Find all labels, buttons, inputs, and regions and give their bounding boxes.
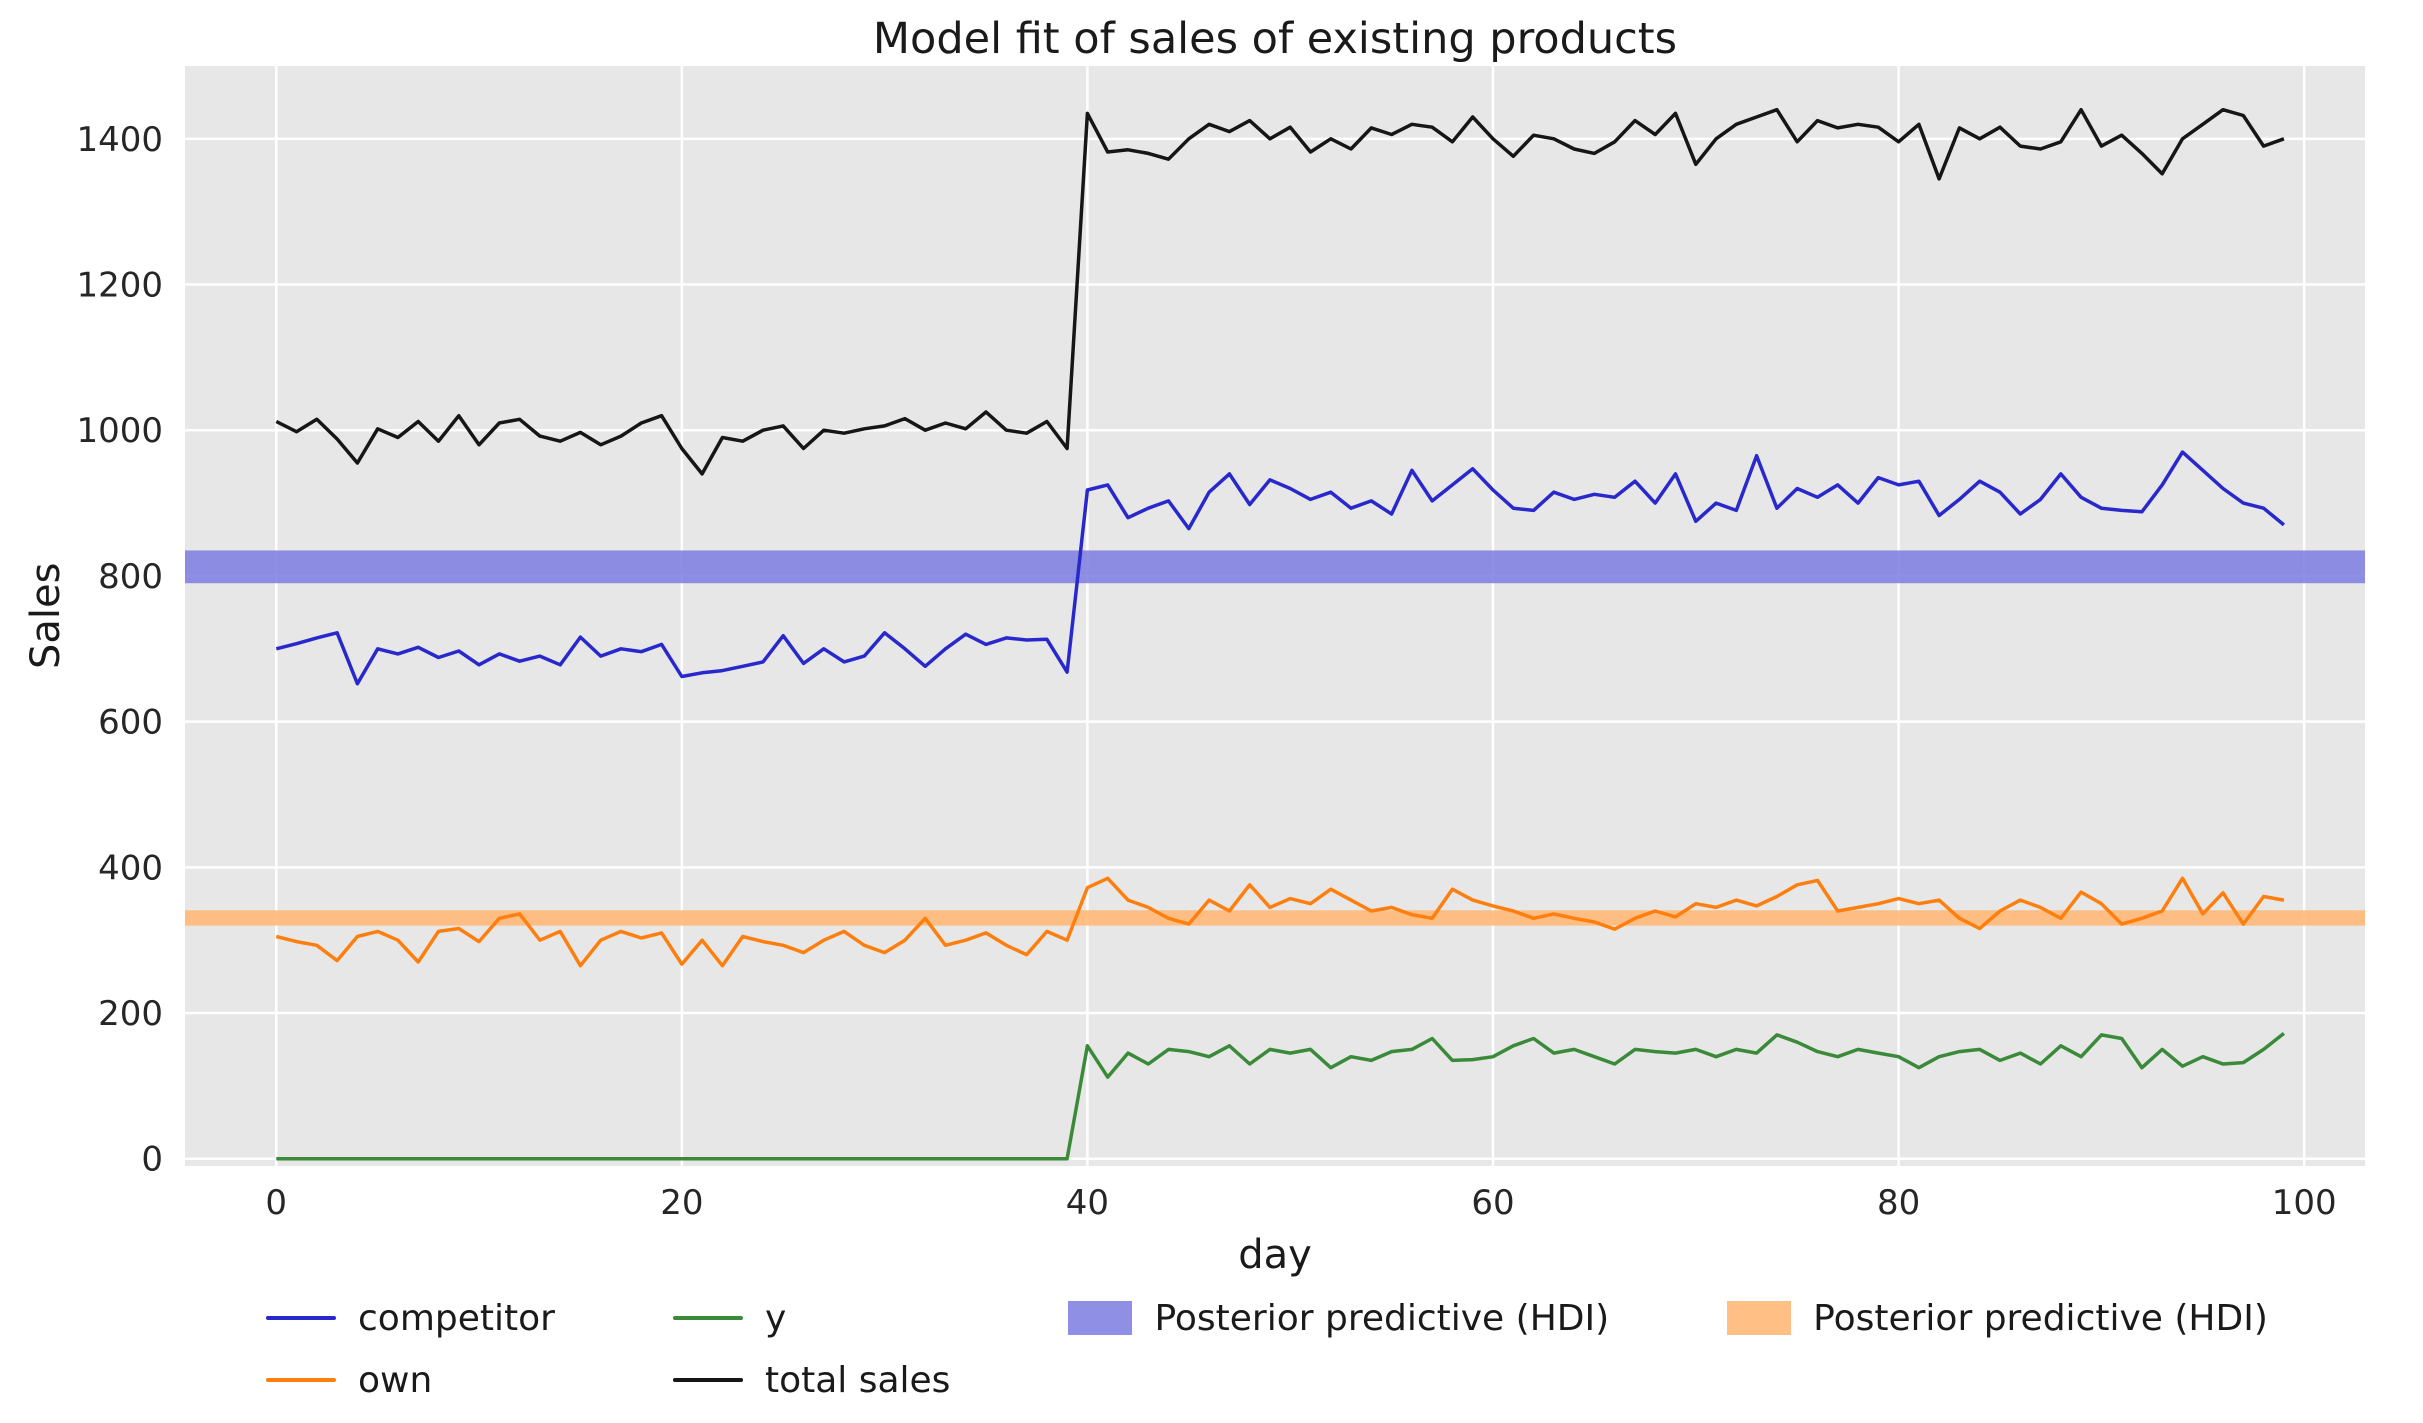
y-tick-label: 600 bbox=[98, 703, 163, 743]
plot-background bbox=[185, 66, 2365, 1166]
legend-item-competitor: competitor bbox=[266, 1295, 555, 1341]
legend-column: competitor own bbox=[266, 1295, 555, 1403]
x-tick-label: 100 bbox=[2272, 1183, 2337, 1223]
series-line-competitor bbox=[275, 450, 2286, 686]
legend-item-y: y bbox=[672, 1295, 950, 1341]
chart-title: Model fit of sales of existing products bbox=[872, 14, 1678, 64]
x-axis-label: day bbox=[1238, 1232, 1312, 1278]
x-tick-label: 0 bbox=[265, 1183, 287, 1223]
legend-item-posterior-predictive-hdi: Posterior predictive (HDI) bbox=[1727, 1295, 2268, 1341]
hdi-band-0 bbox=[185, 550, 2365, 584]
y-tick-label: 1400 bbox=[76, 120, 163, 160]
legend-column: Posterior predictive (HDI) bbox=[1727, 1295, 2268, 1341]
y-tick-labels: 0 200 400 600 800 1000 1200 1400 bbox=[76, 120, 163, 1180]
legend-column: Posterior predictive (HDI) bbox=[1068, 1295, 1609, 1341]
legend-label: Posterior predictive (HDI) bbox=[1813, 1297, 2268, 1339]
x-tick-label: 40 bbox=[1066, 1183, 1109, 1223]
legend-item-posterior-predictive-hdi: Posterior predictive (HDI) bbox=[1068, 1295, 1609, 1341]
legend-patch-swatch bbox=[1727, 1301, 1792, 1335]
series-line-own bbox=[275, 876, 2285, 968]
legend-label: Posterior predictive (HDI) bbox=[1154, 1297, 1610, 1339]
hdi-band-1 bbox=[185, 910, 2365, 926]
legend-label: own bbox=[358, 1359, 433, 1401]
series-line-y bbox=[276, 1032, 2285, 1161]
legend-item-total-sales: total sales bbox=[672, 1357, 951, 1403]
legend-line-swatch bbox=[672, 1378, 743, 1382]
x-tick-label: 80 bbox=[1877, 1183, 1920, 1223]
legend-label: total sales bbox=[764, 1359, 951, 1401]
y-tick-label: 1200 bbox=[76, 266, 163, 306]
legend-line-swatch bbox=[266, 1378, 336, 1382]
legend-label: competitor bbox=[358, 1297, 555, 1339]
legend-line-swatch bbox=[672, 1316, 743, 1320]
legend-patch-swatch bbox=[1068, 1301, 1133, 1335]
legend-column: y total sales bbox=[672, 1295, 951, 1403]
legend-item-own: own bbox=[266, 1357, 555, 1403]
legend: competitor own y total sales Posterior predi… bbox=[266, 1295, 2268, 1403]
y-axis-label: Sales bbox=[23, 562, 69, 670]
legend-label: y bbox=[764, 1297, 787, 1339]
y-tick-label: 200 bbox=[98, 994, 163, 1034]
x-tick-label: 20 bbox=[660, 1183, 703, 1223]
series-line-total-sales bbox=[275, 107, 2285, 476]
y-tick-label: 0 bbox=[141, 1140, 163, 1180]
legend-line-swatch bbox=[266, 1316, 336, 1320]
y-tick-label: 1000 bbox=[76, 411, 163, 451]
y-tick-label: 800 bbox=[98, 557, 163, 597]
x-tick-labels: 0 20 40 60 80 100 bbox=[265, 1183, 2336, 1223]
y-tick-label: 400 bbox=[98, 848, 163, 888]
x-tick-label: 60 bbox=[1471, 1183, 1514, 1223]
